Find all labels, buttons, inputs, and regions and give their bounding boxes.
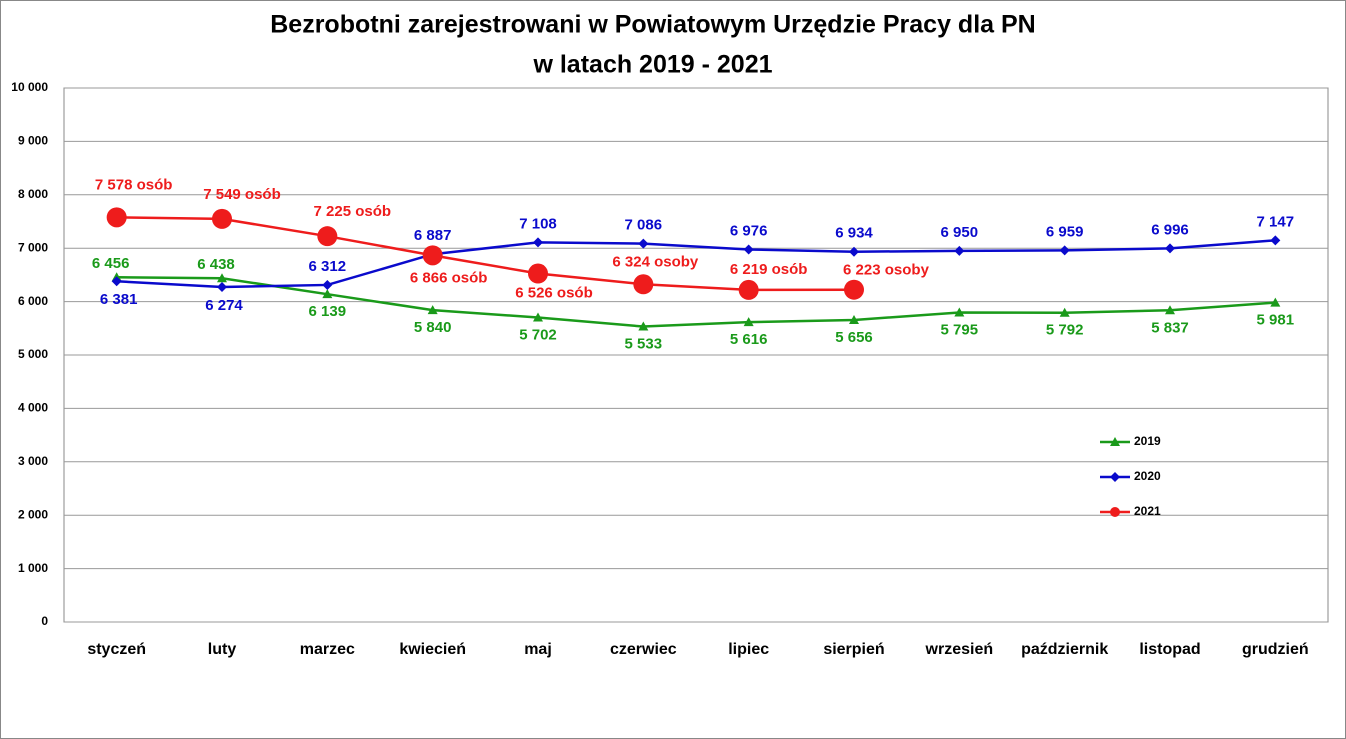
data-label: 5 656 [835, 329, 873, 346]
data-point [1270, 235, 1281, 246]
legend-marker [1110, 472, 1120, 482]
y-tick-label: 0 [41, 614, 48, 628]
data-label: 5 702 [519, 326, 557, 343]
data-label: 6 950 [941, 224, 979, 241]
data-point [849, 246, 859, 257]
data-point [954, 307, 965, 317]
y-tick-label: 9 000 [18, 134, 48, 148]
y-tick-label: 7 000 [18, 240, 48, 254]
x-tick-label: październik [1021, 641, 1108, 658]
x-tick-label: kwiecień [399, 641, 466, 658]
legend-label: 2020 [1134, 469, 1161, 483]
data-point [1270, 297, 1281, 307]
data-label: 6 976 [730, 222, 768, 239]
data-point [844, 279, 864, 300]
y-tick-label: 4 000 [18, 401, 48, 415]
legend-marker [1110, 437, 1120, 446]
x-tick-label: marzec [300, 641, 355, 658]
data-label: 6 381 [100, 291, 138, 308]
data-label: 7 108 [519, 215, 557, 232]
data-point [217, 273, 227, 283]
data-point [849, 314, 859, 324]
data-point [743, 244, 754, 255]
data-label: 6 312 [309, 258, 347, 275]
x-tick-label: sierpień [823, 641, 884, 658]
y-tick-label: 8 000 [18, 187, 48, 201]
data-point [738, 279, 759, 300]
series-line [116, 239, 1276, 289]
data-point [1165, 243, 1175, 254]
data-label: 5 616 [730, 331, 768, 348]
data-label: 7 225 osób [314, 203, 392, 220]
data-label: 7 549 osób [203, 186, 281, 203]
data-point [322, 289, 333, 299]
data-point [106, 207, 127, 228]
legend-marker [1110, 507, 1120, 517]
data-point [317, 226, 338, 247]
data-point [633, 274, 654, 295]
x-tick-label: lipiec [728, 641, 769, 658]
data-label: 6 456 [92, 255, 130, 272]
data-label: 6 219 osób [730, 261, 808, 278]
data-point [954, 245, 965, 256]
y-tick-label: 2 000 [18, 507, 48, 521]
data-label: 6 223 osoby [843, 262, 930, 279]
data-point [322, 279, 333, 290]
data-point [212, 208, 232, 229]
y-tick-label: 1 000 [18, 561, 48, 575]
data-label: 7 147 [1257, 213, 1295, 230]
data-label: 6 934 [835, 225, 873, 242]
data-label: 5 792 [1046, 322, 1084, 339]
data-point [217, 281, 227, 292]
data-point [533, 237, 543, 248]
y-tick-label: 10 000 [11, 80, 48, 94]
data-label: 5 840 [414, 319, 452, 336]
data-point [1059, 245, 1070, 256]
chart-title: Bezrobotni zarejestrowani w Powiatowym U… [270, 11, 1035, 39]
data-point [1165, 305, 1175, 315]
data-label: 6 526 osób [515, 284, 593, 301]
data-label: 5 837 [1151, 319, 1189, 336]
legend-label: 2019 [1134, 434, 1161, 448]
x-tick-label: maj [524, 641, 552, 658]
data-label: 6 996 [1151, 221, 1189, 238]
data-label: 5 795 [941, 322, 979, 339]
series-line [116, 276, 1276, 328]
legend-label: 2021 [1134, 504, 1161, 518]
x-tick-label: luty [208, 641, 237, 658]
data-point [422, 245, 443, 266]
data-point [638, 321, 649, 331]
data-point [111, 276, 122, 287]
x-tick-label: wrzesień [925, 641, 994, 658]
data-point [528, 263, 548, 284]
data-point [533, 312, 543, 322]
series-line [116, 216, 855, 292]
data-label: 5 981 [1257, 312, 1295, 329]
data-label: 5 533 [625, 336, 663, 353]
data-label: 6 959 [1046, 223, 1084, 240]
chart-title: w latach 2019 - 2021 [532, 51, 772, 79]
x-tick-label: czerwiec [610, 641, 677, 658]
data-point [427, 305, 438, 315]
data-label: 7 578 osób [95, 176, 173, 193]
y-tick-label: 3 000 [18, 454, 48, 468]
data-point [1059, 307, 1070, 317]
y-tick-label: 6 000 [18, 294, 48, 308]
data-label: 6 274 [205, 297, 243, 314]
data-label: 6 139 [309, 303, 347, 320]
data-label: 6 324 osoby [612, 253, 699, 270]
data-point [638, 238, 649, 249]
data-label: 6 887 [414, 227, 452, 244]
x-tick-label: styczeń [87, 641, 146, 658]
data-label: 6 438 [197, 256, 235, 273]
x-tick-label: listopad [1139, 641, 1200, 658]
data-label: 7 086 [625, 217, 663, 234]
data-point [743, 317, 754, 327]
data-label: 6 866 osób [410, 269, 488, 286]
x-tick-label: grudzień [1242, 641, 1309, 658]
y-tick-label: 5 000 [18, 347, 48, 361]
